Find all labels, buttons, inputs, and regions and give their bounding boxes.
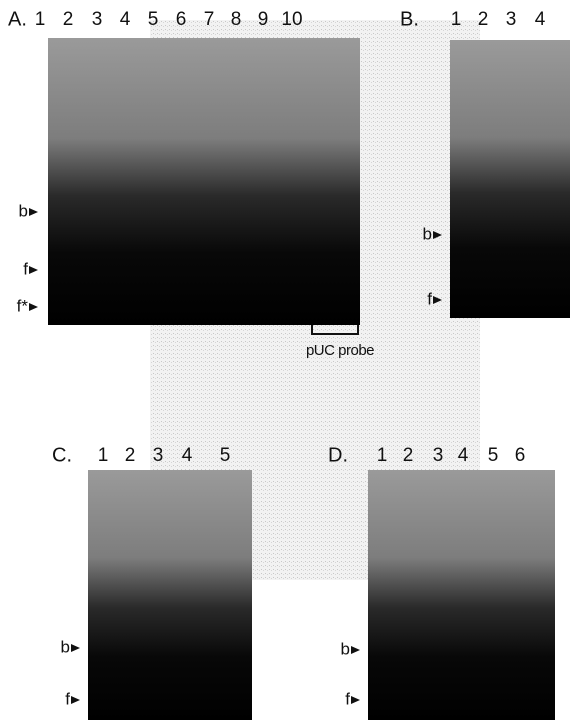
- lane-number: 3: [92, 9, 103, 30]
- marker-arrow: [71, 696, 80, 704]
- marker-label: f*: [17, 296, 29, 315]
- lane-number: 4: [120, 9, 131, 30]
- lane-number: 2: [125, 445, 136, 466]
- marker-label: b: [423, 224, 432, 243]
- marker-label: f: [345, 689, 350, 708]
- marker-arrow: [433, 296, 442, 304]
- marker-arrow: [29, 303, 38, 311]
- lane-number: 5: [220, 445, 231, 466]
- lane-number: 4: [182, 445, 193, 466]
- lane-number: 5: [148, 9, 159, 30]
- gel-a: [48, 38, 360, 325]
- lane-number: 4: [458, 445, 469, 466]
- lane-number: 3: [433, 445, 444, 466]
- lane-number: 7: [204, 9, 215, 30]
- marker-arrow: [71, 644, 80, 652]
- lane-number: 4: [535, 9, 546, 30]
- lane-number: 3: [506, 9, 517, 30]
- panel-label: D.: [328, 444, 348, 466]
- panel-label: C.: [52, 444, 72, 466]
- lane-number: 3: [153, 445, 164, 466]
- lane-number: 2: [478, 9, 489, 30]
- marker-arrow: [351, 646, 360, 654]
- marker-label: f: [65, 689, 70, 708]
- lane-number: 6: [515, 445, 526, 466]
- lane-number: 9: [258, 9, 269, 30]
- lane-number: 1: [35, 9, 46, 30]
- marker-arrow: [351, 696, 360, 704]
- bracket: [311, 325, 359, 335]
- lane-number: 1: [451, 9, 462, 30]
- lane-number: 5: [488, 445, 499, 466]
- marker-label: f: [427, 289, 432, 308]
- marker-arrow: [29, 208, 38, 216]
- marker-arrow: [433, 231, 442, 239]
- marker-label: b: [61, 637, 70, 656]
- lane-number: 2: [403, 445, 414, 466]
- marker-label: b: [19, 201, 28, 220]
- marker-label: b: [341, 639, 350, 658]
- lane-number: 8: [231, 9, 242, 30]
- lane-number: 10: [281, 9, 302, 30]
- lane-number: 6: [176, 9, 187, 30]
- lane-number: 1: [98, 445, 109, 466]
- lane-number: 1: [377, 445, 388, 466]
- marker-label: f: [23, 259, 28, 278]
- panel-label: B.: [400, 8, 419, 30]
- gel-d: [368, 470, 555, 720]
- marker-arrow: [29, 266, 38, 274]
- lane-number: 2: [63, 9, 74, 30]
- annotation: pUC probe: [306, 342, 374, 359]
- gel-c: [88, 470, 252, 720]
- panel-label: A.: [8, 8, 27, 30]
- gel-b: [450, 40, 570, 318]
